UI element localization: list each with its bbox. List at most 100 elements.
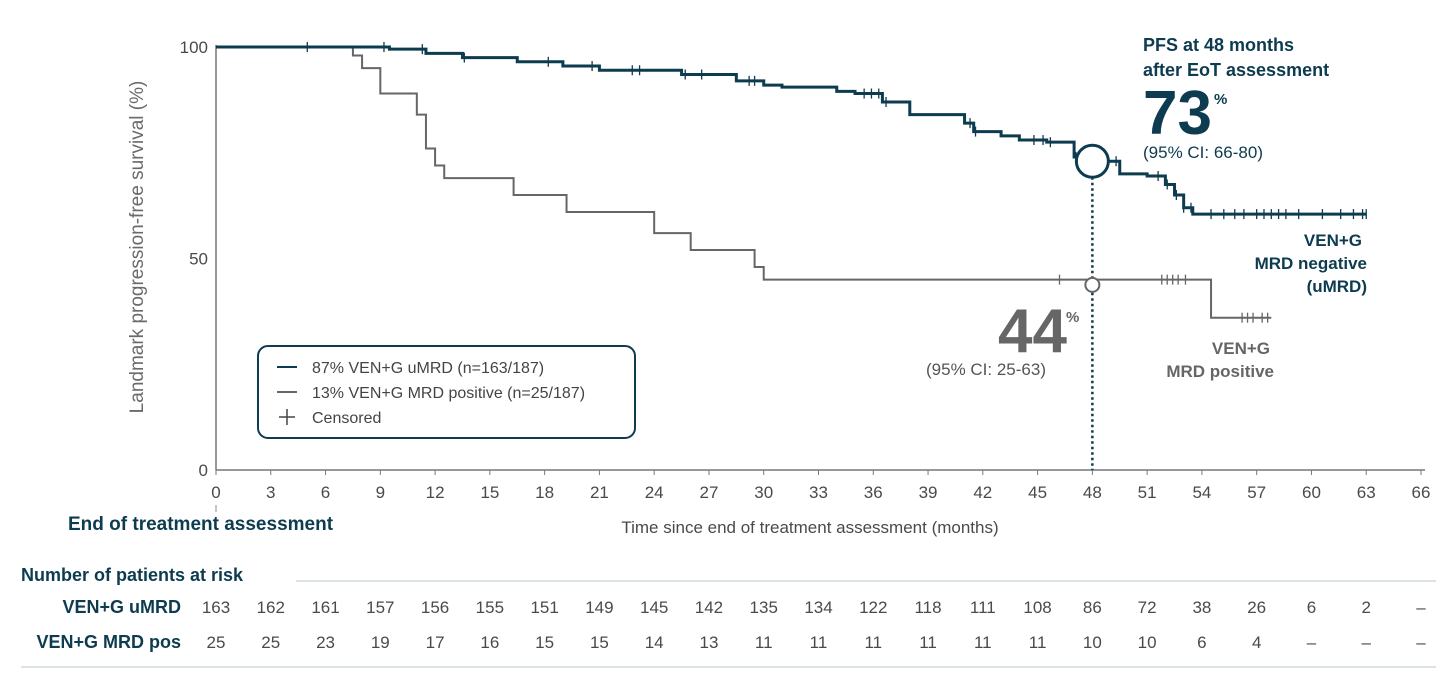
mrdpos-pfs-percent: % (1066, 309, 1079, 326)
umrd-pfs-percent: % (1214, 91, 1227, 108)
risk-value-mrdpos: 14 (645, 633, 664, 652)
umrd-pfs-ci: (95% CI: 66-80) (1143, 143, 1263, 162)
x-tick-label: 18 (535, 483, 554, 502)
risk-value-umrd: 72 (1138, 598, 1157, 617)
risk-value-umrd: 86 (1083, 598, 1102, 617)
risk-value-mrdpos: 13 (699, 633, 718, 652)
x-tick-label: 33 (809, 483, 828, 502)
risk-row-label-umrd: VEN+G uMRD (62, 597, 181, 617)
risk-row-label-mrdpos: VEN+G MRD pos (36, 632, 181, 652)
x-tick-label: 3 (266, 483, 275, 502)
risk-value-mrdpos: 11 (864, 633, 882, 652)
y-tick-label: 100 (180, 38, 208, 57)
risk-value-mrdpos: 6 (1197, 633, 1206, 652)
risk-value-mrdpos: – (1361, 633, 1371, 652)
y-tick-label: 50 (189, 250, 208, 269)
risk-value-umrd: 161 (311, 598, 339, 617)
x-tick-label: 42 (973, 483, 992, 502)
risk-value-mrdpos: – (1416, 633, 1426, 652)
risk-value-umrd: 156 (421, 598, 449, 617)
mrdpos-pfs-value: 44 (998, 297, 1067, 366)
risk-value-umrd: – (1416, 598, 1426, 617)
risk-value-umrd: 162 (257, 598, 285, 617)
risk-value-umrd: 122 (859, 598, 887, 617)
risk-value-mrdpos: 10 (1138, 633, 1157, 652)
x-tick-label: 6 (321, 483, 330, 502)
umrd-pfs-title-line2: after EoT assessment (1143, 60, 1329, 80)
risk-value-umrd: 118 (914, 598, 941, 617)
x-tick-label: 9 (376, 483, 385, 502)
risk-value-umrd: 142 (695, 598, 723, 617)
risk-value-umrd: 157 (366, 598, 394, 617)
umrd-label-line3: (uMRD) (1307, 277, 1367, 296)
mrdpos-label-line1: VEN+G (1212, 339, 1270, 358)
umrd-label-line1: VEN+G (1304, 231, 1362, 250)
mrdpos-curve (216, 46, 1272, 319)
mrdpos-label-line2: MRD positive (1166, 362, 1274, 381)
x-tick-label: 51 (1138, 483, 1157, 502)
legend-box (257, 345, 636, 439)
risk-value-mrdpos: 23 (316, 633, 335, 652)
risk-value-umrd: 135 (750, 598, 778, 617)
risk-value-umrd: 111 (970, 598, 996, 617)
risk-value-mrdpos: 11 (974, 633, 992, 652)
risk-value-mrdpos: – (1307, 633, 1317, 652)
x-tick-label: 39 (919, 483, 938, 502)
risk-table-title: Number of patients at risk (21, 565, 244, 585)
x-tick-label: 54 (1192, 483, 1211, 502)
umrd-pfs-value: 73 (1143, 79, 1212, 148)
risk-value-mrdpos: 11 (919, 633, 937, 652)
eot-label: End of treatment assessment (68, 514, 334, 535)
risk-value-mrdpos: 11 (1029, 633, 1047, 652)
y-tick-label: 0 (199, 461, 208, 480)
risk-value-mrdpos: 25 (261, 633, 280, 652)
risk-value-umrd: 38 (1192, 598, 1211, 617)
risk-value-mrdpos: 15 (535, 633, 554, 652)
legend-label-umrd: 87% VEN+G uMRD (n=163/187) (312, 360, 544, 377)
legend-label-mrdpos: 13% VEN+G MRD positive (n=25/187) (312, 385, 585, 402)
risk-value-mrdpos: 11 (755, 633, 773, 652)
x-axis-title: Time since end of treatment assessment (… (621, 518, 998, 537)
risk-value-mrdpos: 17 (426, 633, 445, 652)
mrdpos-48-marker (1084, 276, 1101, 293)
x-tick-label: 15 (480, 483, 499, 502)
x-tick-label: 66 (1412, 483, 1431, 502)
x-tick-label: 57 (1247, 483, 1266, 502)
risk-value-umrd: 163 (202, 598, 230, 617)
x-tick-label: 12 (426, 483, 445, 502)
risk-value-umrd: 2 (1361, 598, 1370, 617)
mrdpos-pfs-ci: (95% CI: 25-63) (926, 360, 1046, 379)
legend-label-censored: Censored (312, 410, 381, 427)
x-tick-label: 0 (211, 483, 220, 502)
x-tick-label: 24 (645, 483, 664, 502)
risk-value-umrd: 155 (476, 598, 504, 617)
x-tick-label: 21 (590, 483, 609, 502)
risk-value-mrdpos: 16 (480, 633, 499, 652)
x-tick-label: 48 (1083, 483, 1102, 502)
legend: 87% VEN+G uMRD (n=163/187) 13% VEN+G MRD… (257, 345, 636, 439)
risk-value-mrdpos: 10 (1083, 633, 1102, 652)
x-tick-label: 30 (754, 483, 773, 502)
x-tick-label: 45 (1028, 483, 1047, 502)
risk-value-umrd: 108 (1023, 598, 1051, 617)
risk-value-umrd: 134 (804, 598, 832, 617)
y-axis-title: Landmark progression-free survival (%) (127, 81, 148, 414)
risk-value-umrd: 26 (1247, 598, 1266, 617)
risk-value-umrd: 145 (640, 598, 668, 617)
umrd-curve (216, 45, 1367, 216)
risk-value-mrdpos: 25 (207, 633, 226, 652)
x-tick-label: 36 (864, 483, 883, 502)
risk-value-mrdpos: 19 (371, 633, 390, 652)
risk-value-mrdpos: 4 (1252, 633, 1261, 652)
x-tick-label: 27 (699, 483, 718, 502)
x-tick-label: 63 (1357, 483, 1376, 502)
umrd-pfs-title-line1: PFS at 48 months (1143, 35, 1294, 55)
risk-value-mrdpos: 11 (810, 633, 828, 652)
x-tick-label: 60 (1302, 483, 1321, 502)
risk-value-mrdpos: 15 (590, 633, 609, 652)
umrd-label-line2: MRD negative (1255, 254, 1367, 273)
risk-value-umrd: 151 (530, 598, 558, 617)
risk-value-umrd: 6 (1307, 598, 1316, 617)
risk-value-umrd: 149 (585, 598, 613, 617)
